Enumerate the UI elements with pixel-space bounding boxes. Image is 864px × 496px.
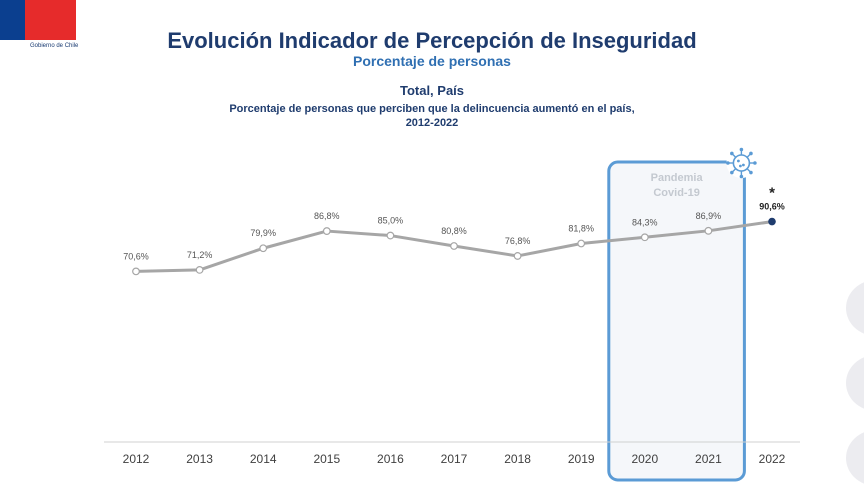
asterisk-marker: * bbox=[769, 185, 775, 202]
data-point bbox=[322, 227, 331, 235]
x-tick-label: 2016 bbox=[377, 452, 404, 466]
decorative-circle bbox=[846, 430, 864, 486]
chart-description-line-2: 2012-2022 bbox=[405, 117, 459, 129]
data-label: 76,8% bbox=[505, 236, 531, 246]
virus-icon bbox=[726, 147, 757, 179]
data-label: 80,8% bbox=[441, 226, 467, 236]
page-title: Evolución Indicador de Percepción de Ins… bbox=[167, 28, 697, 53]
decorative-circle bbox=[846, 280, 864, 336]
x-tick-label: 2012 bbox=[123, 452, 150, 466]
data-point bbox=[640, 233, 649, 242]
data-point bbox=[132, 267, 140, 276]
data-point bbox=[704, 226, 713, 235]
pandemic-label-line-2: Covid-19 bbox=[653, 187, 699, 199]
x-tick-label: 2017 bbox=[441, 452, 468, 466]
data-label: 71,2% bbox=[187, 250, 213, 260]
chart-heading: Total, País bbox=[399, 83, 465, 98]
pandemic-highlight-box bbox=[607, 160, 746, 482]
data-point bbox=[259, 244, 268, 253]
decorative-circle bbox=[846, 355, 864, 411]
x-tick-label: 2018 bbox=[504, 452, 531, 466]
x-tick-label: 2020 bbox=[631, 452, 658, 466]
data-label: 81,8% bbox=[568, 224, 594, 234]
data-label: 90,6% bbox=[759, 202, 785, 212]
chart-description: Porcentaje de personas que perciben que … bbox=[200, 102, 664, 130]
x-tick-label: 2019 bbox=[568, 452, 595, 466]
data-label: 84,3% bbox=[632, 217, 658, 227]
data-label: 85,0% bbox=[378, 216, 404, 226]
logo-blue-block bbox=[0, 0, 25, 40]
data-point bbox=[386, 231, 395, 240]
data-label: 79,9% bbox=[250, 228, 276, 238]
x-tick-label: 2015 bbox=[313, 452, 340, 466]
government-logo: Gobierno de Chile bbox=[0, 0, 79, 56]
page-subtitle: Porcentaje de personas bbox=[353, 53, 511, 69]
logo-text: Gobierno de Chile bbox=[30, 43, 79, 49]
x-tick-label: 2013 bbox=[186, 452, 213, 466]
data-label: 86,8% bbox=[314, 211, 340, 221]
data-point bbox=[577, 239, 586, 248]
x-tick-label: 2022 bbox=[759, 452, 786, 466]
data-label: 86,9% bbox=[696, 211, 722, 221]
x-tick-label: 2021 bbox=[695, 452, 722, 466]
data-point bbox=[513, 252, 522, 260]
x-tick-label: 2014 bbox=[250, 452, 277, 466]
data-point bbox=[768, 217, 776, 226]
chart-description-line-1: Porcentaje de personas que perciben que … bbox=[229, 103, 635, 115]
data-point bbox=[195, 266, 204, 274]
data-label: 70,6% bbox=[123, 251, 149, 261]
data-point bbox=[450, 242, 458, 250]
logo-red-block bbox=[25, 0, 76, 40]
pandemic-label-line-1: Pandemia bbox=[651, 172, 704, 184]
